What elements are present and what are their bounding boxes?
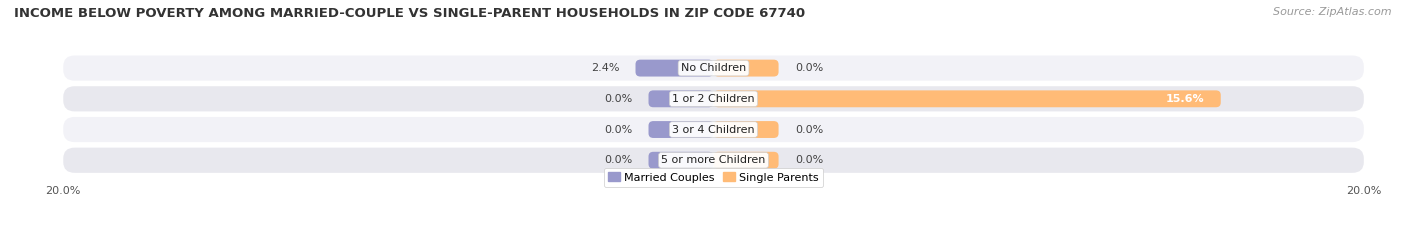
Text: INCOME BELOW POVERTY AMONG MARRIED-COUPLE VS SINGLE-PARENT HOUSEHOLDS IN ZIP COD: INCOME BELOW POVERTY AMONG MARRIED-COUPL… (14, 7, 806, 20)
FancyBboxPatch shape (713, 121, 779, 138)
FancyBboxPatch shape (63, 148, 1364, 173)
FancyBboxPatch shape (713, 90, 1220, 107)
Text: 0.0%: 0.0% (605, 124, 633, 134)
Text: 0.0%: 0.0% (605, 94, 633, 104)
FancyBboxPatch shape (713, 60, 779, 77)
Text: Source: ZipAtlas.com: Source: ZipAtlas.com (1274, 7, 1392, 17)
FancyBboxPatch shape (636, 60, 713, 77)
Text: 3 or 4 Children: 3 or 4 Children (672, 124, 755, 134)
FancyBboxPatch shape (648, 90, 713, 107)
Text: 0.0%: 0.0% (794, 155, 823, 165)
FancyBboxPatch shape (648, 152, 713, 169)
Text: 5 or more Children: 5 or more Children (661, 155, 766, 165)
FancyBboxPatch shape (63, 86, 1364, 111)
FancyBboxPatch shape (648, 121, 713, 138)
Legend: Married Couples, Single Parents: Married Couples, Single Parents (605, 168, 823, 187)
Text: 1 or 2 Children: 1 or 2 Children (672, 94, 755, 104)
FancyBboxPatch shape (63, 117, 1364, 142)
Text: 15.6%: 15.6% (1166, 94, 1205, 104)
FancyBboxPatch shape (713, 152, 779, 169)
Text: 2.4%: 2.4% (591, 63, 619, 73)
Text: No Children: No Children (681, 63, 747, 73)
FancyBboxPatch shape (63, 55, 1364, 81)
Text: 0.0%: 0.0% (794, 63, 823, 73)
Text: 0.0%: 0.0% (794, 124, 823, 134)
Text: 0.0%: 0.0% (605, 155, 633, 165)
